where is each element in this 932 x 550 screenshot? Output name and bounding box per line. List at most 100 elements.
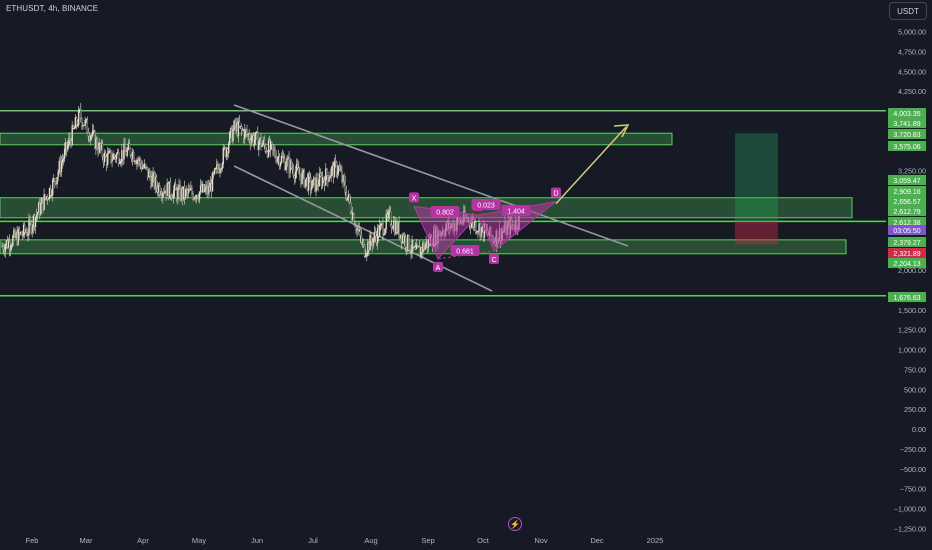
candle-body [383,233,385,236]
price-axis [888,20,932,530]
candle-body [304,179,306,187]
candle-body [232,129,234,142]
candle-body [108,151,110,154]
candle-body [90,135,93,137]
candle-body [155,176,158,188]
candle-body [31,227,33,233]
candle-body [61,160,64,163]
price-tag: 3,575.06 [888,141,926,151]
candle-body [278,156,281,167]
candle-body [89,136,92,141]
currency-button[interactable]: USDT [889,2,927,20]
candle-body [76,124,79,126]
price-tag-text: 2,321.89 [893,251,920,258]
y-tick-label: 250.00 [904,405,926,414]
candle-body [86,119,89,134]
candle-body [229,132,231,145]
candle-body [245,129,247,131]
candle-body [415,244,418,250]
y-tick-label: −1,250.00 [894,524,926,533]
price-tag: 2,204.13 [888,258,926,268]
channel-upper-line [233,104,629,247]
candle-body [379,225,381,237]
candle-body [416,244,419,247]
projection-arrow-head [613,124,630,138]
candle-body [359,229,362,237]
candle-body [36,212,39,216]
candle-body [101,143,104,157]
candle-body [175,183,177,190]
candle-body [307,174,310,191]
candle-body [67,144,69,150]
price-tag: 2,612.38 [888,217,926,227]
candle-body [170,195,173,198]
candle-body [120,161,122,164]
price-tag: 3,059.47 [888,175,926,185]
x-tick-label: Sep [421,536,434,545]
candle-body [172,190,175,199]
candle-body [326,168,328,176]
pattern-ac-line [437,250,495,260]
candle-body [372,238,374,246]
candle-body [303,169,305,187]
candle-body [185,189,188,191]
candle-body [309,176,312,190]
candle-body [298,167,300,175]
candle-body [369,234,371,251]
price-tag-text: 3,741.89 [893,121,920,128]
candle-body [301,172,303,184]
candle-body [219,169,221,173]
candle-body [50,194,53,196]
candle-body [198,191,201,200]
candle-body [128,143,131,149]
candle-body [217,164,219,169]
candle-body [477,231,479,233]
price-tag-text: 2,909.16 [893,189,920,196]
candle-body [353,213,355,225]
candle-body [412,240,414,248]
price-tag-text: 4,003.35 [893,111,920,118]
candle-body [410,251,412,253]
candle-body [40,203,42,215]
price-tag: 3,720.83 [888,129,926,139]
candle-body [360,235,363,243]
candle-body [140,163,142,169]
y-tick-label: 1,000.00 [898,346,926,355]
candle-body [382,223,384,236]
candle-body [188,189,190,193]
support-resistance-zone [0,132,673,146]
candle-body [52,180,54,196]
pattern-point-x: X [409,192,419,203]
candle-body [271,141,273,145]
tradingview-lightning-icon[interactable]: ⚡ [508,517,522,531]
candle-body [374,232,377,237]
candle-body [49,187,52,196]
candle-body [363,244,366,257]
pattern-ratio-text: 0.802 [436,210,454,217]
candle-body [285,166,287,170]
candle-body [329,176,331,179]
pattern-point-label: X [412,195,417,202]
symbol-title[interactable]: ETHUSDT, 4h, BINANCE [6,4,99,13]
x-tick-label: Mar [80,536,93,545]
candle-body [290,160,292,169]
candle-body [124,144,126,152]
candle-body [240,125,243,130]
candle-body [330,168,332,177]
candle-body [107,153,109,165]
candle-body [366,253,368,256]
price-tag: 1,676.63 [888,292,926,302]
candle-body [264,144,267,152]
candle-body [84,120,86,126]
price-tag-text: 2,379.27 [893,240,920,247]
candle-body [346,196,349,200]
candle-body [272,144,274,150]
candle-body [29,219,31,222]
candle-body [257,132,259,150]
candle-body [73,128,76,130]
y-tick-label: 4,500.00 [898,67,926,76]
candle-body [312,179,314,188]
candle-body [380,223,382,226]
